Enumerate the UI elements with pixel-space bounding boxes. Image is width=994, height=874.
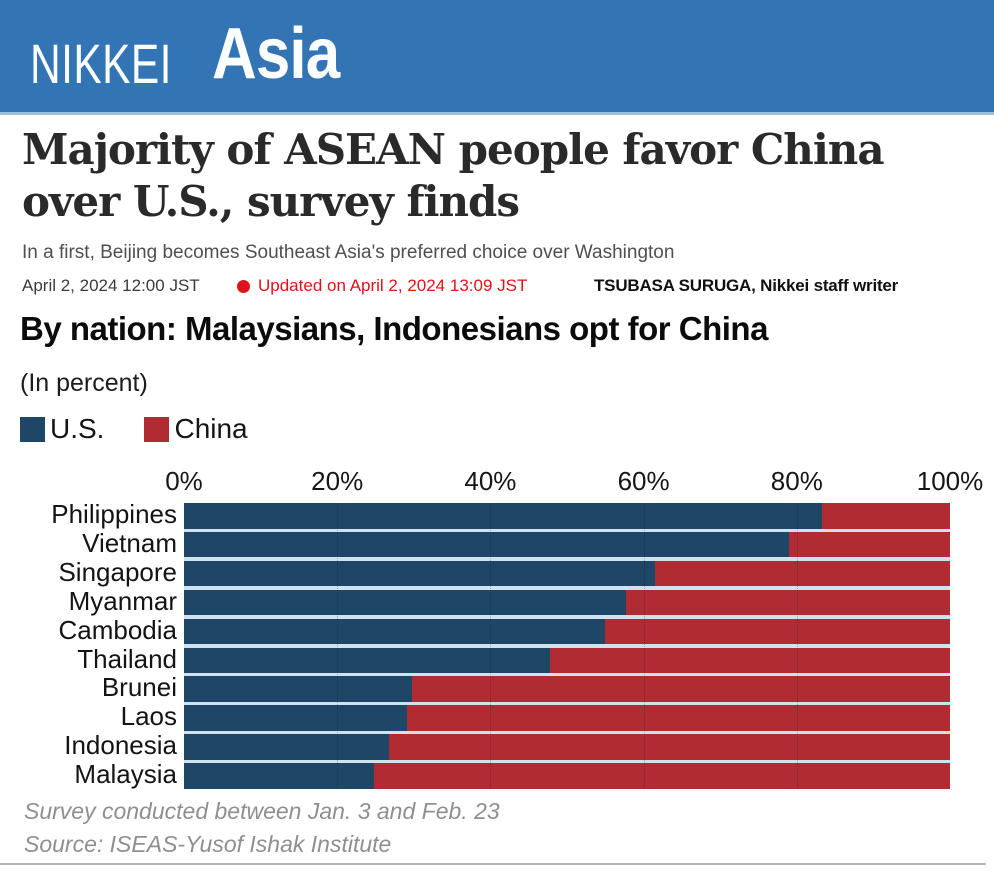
legend-item-china: China	[144, 413, 248, 445]
category-label-brunei: Brunei	[101, 672, 177, 703]
legend-swatch-icon	[144, 416, 170, 442]
bar-segment-us	[184, 705, 407, 731]
x-axis-tick: 60%	[617, 466, 670, 496]
bar-segment-china	[550, 647, 950, 674]
category-label-cambodia: Cambodia	[58, 614, 177, 645]
article-headline: Majority of ASEAN people favor China ove…	[22, 125, 885, 227]
bar-row-malaysia	[184, 763, 950, 789]
chart-source: Source: ISEAS-Yusof Ishak Institute	[24, 831, 392, 857]
bar-segment-us	[184, 676, 413, 702]
updated-timestamp: Updated on April 2, 2024 13:09 JST	[258, 276, 528, 295]
brand-nikkei-text: NIKKEI	[30, 32, 172, 95]
category-label-philippines: Philippines	[51, 499, 177, 529]
bar-row-myanmar	[184, 589, 950, 616]
x-axis-tick: 80%	[770, 466, 823, 496]
bar-segment-china	[789, 531, 950, 558]
bar-segment-us	[184, 763, 374, 789]
legend-item-us: U.S.	[20, 413, 104, 445]
bar-row-indonesia	[184, 734, 950, 760]
bar-segment-us	[184, 531, 790, 558]
legend-swatch-icon	[20, 416, 45, 442]
bar-row-laos	[184, 705, 950, 731]
bar-segment-china	[822, 503, 950, 529]
x-axis-tick: 0%	[165, 466, 203, 496]
bar-row-cambodia	[184, 618, 950, 645]
x-axis-tick: 40%	[464, 466, 517, 496]
bar-segment-us	[184, 734, 390, 760]
bar-row-thailand	[184, 647, 950, 674]
published-timestamp: April 2, 2024 12:00 JST	[22, 276, 200, 295]
x-axis-tick: 100%	[916, 466, 984, 496]
category-label-malaysia: Malaysia	[74, 759, 177, 790]
gridline	[490, 503, 492, 789]
gridline	[796, 503, 798, 789]
legend-label: U.S.	[50, 413, 105, 444]
article-meta: April 2, 2024 12:00 JST Updated on April…	[0, 274, 994, 298]
bar-segment-us	[184, 647, 551, 674]
category-label-laos: Laos	[120, 701, 177, 732]
author-byline: TSUBASA SURUGA, Nikkei staff writer	[594, 276, 899, 295]
bar-segment-us	[184, 589, 626, 616]
bar-segment-china	[655, 560, 950, 587]
bar-row-philippines	[184, 503, 950, 529]
category-label-indonesia: Indonesia	[64, 730, 177, 761]
category-label-vietnam: Vietnam	[82, 527, 177, 558]
bar-row-vietnam	[184, 531, 950, 558]
brand-asia-text: Asia	[212, 14, 340, 94]
bar-segment-china	[389, 734, 950, 760]
bars-plot-area	[184, 503, 950, 789]
bottom-divider	[0, 863, 986, 865]
bar-segment-china	[373, 763, 950, 789]
chart-legend: U.S. China	[20, 413, 288, 445]
bar-row-brunei	[184, 676, 950, 702]
bar-segment-us	[184, 618, 606, 645]
bar-segment-china	[625, 589, 950, 616]
bar-segment-china	[605, 618, 950, 645]
bar-segment-us	[184, 503, 823, 529]
gridline	[337, 503, 339, 789]
article-subtitle: In a first, Beijing becomes Southeast As…	[22, 242, 675, 263]
chart-footnote: Survey conducted between Jan. 3 and Feb.…	[24, 798, 500, 824]
category-label-thailand: Thailand	[77, 643, 177, 674]
nikkei-asia-banner: NIKKEI Asia	[0, 0, 994, 115]
legend-label: China	[174, 413, 248, 444]
chart-unit-note: (In percent)	[20, 369, 148, 397]
bar-row-singapore	[184, 560, 950, 587]
category-label-singapore: Singapore	[58, 556, 177, 587]
bar-segment-china	[406, 705, 950, 731]
bar-segment-us	[184, 560, 656, 587]
chart-title: By nation: Malaysians, Indonesians opt f…	[20, 310, 768, 347]
updated-dot-icon	[237, 280, 250, 293]
bar-segment-china	[412, 676, 950, 702]
category-label-myanmar: Myanmar	[68, 585, 177, 616]
gridline	[643, 503, 645, 789]
x-axis-tick: 20%	[311, 466, 364, 496]
